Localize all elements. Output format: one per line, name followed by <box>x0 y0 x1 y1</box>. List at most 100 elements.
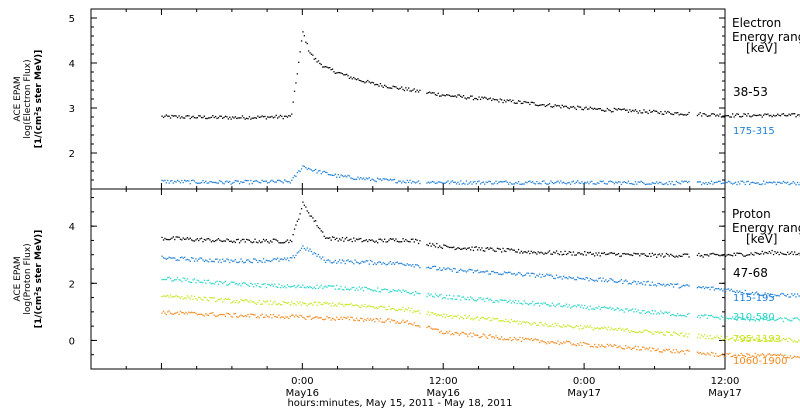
data-point <box>512 99 514 101</box>
data-point <box>365 260 367 262</box>
data-point <box>393 86 396 88</box>
data-point <box>217 261 220 263</box>
data-point <box>798 295 800 297</box>
data-point <box>262 258 265 260</box>
data-point <box>630 330 632 332</box>
data-point <box>289 315 291 318</box>
data-point <box>772 353 775 356</box>
data-point <box>708 115 710 117</box>
data-point <box>546 343 548 345</box>
data-point <box>537 251 539 253</box>
data-point <box>207 314 210 316</box>
data-point <box>674 332 676 334</box>
data-point <box>603 326 606 328</box>
data-point <box>740 116 742 118</box>
data-point <box>440 314 442 316</box>
data-point <box>331 285 334 287</box>
data-point <box>602 345 604 347</box>
x-tick-label-time: 12:00 <box>429 376 458 387</box>
data-point <box>247 300 249 302</box>
data-point <box>384 288 386 290</box>
data-point <box>749 183 751 185</box>
data-point <box>654 253 656 255</box>
data-point <box>455 183 458 185</box>
data-point <box>475 316 477 319</box>
data-point <box>182 277 184 279</box>
data-point <box>595 346 597 348</box>
data-point <box>243 300 245 302</box>
data-point <box>465 333 468 335</box>
series-175-315 <box>161 165 800 186</box>
data-point <box>579 325 582 327</box>
data-point <box>465 271 468 273</box>
data-point <box>615 108 617 110</box>
data-point <box>682 181 684 183</box>
data-point <box>478 247 480 249</box>
data-point <box>386 308 389 311</box>
data-point <box>665 182 668 184</box>
data-point <box>257 115 259 117</box>
data-point <box>279 258 282 260</box>
data-point <box>675 333 677 335</box>
data-point <box>682 114 684 116</box>
data-point <box>524 101 527 103</box>
data-point <box>432 328 434 330</box>
data-point <box>640 312 642 314</box>
data-point <box>626 182 628 184</box>
data-point <box>282 300 284 303</box>
data-point <box>546 304 548 306</box>
data-point <box>302 302 304 304</box>
data-point <box>450 298 452 300</box>
data-point <box>561 306 563 308</box>
data-point <box>175 278 177 281</box>
data-point <box>322 171 324 173</box>
data-point <box>453 295 455 297</box>
data-point <box>570 251 572 253</box>
data-point <box>513 320 515 322</box>
data-point <box>495 335 497 337</box>
data-point <box>364 286 366 288</box>
data-point <box>377 307 379 310</box>
data-point <box>364 179 366 181</box>
data-point <box>560 326 562 328</box>
data-point <box>529 252 531 255</box>
data-point <box>171 237 173 239</box>
data-point <box>210 260 213 263</box>
data-point <box>729 181 731 183</box>
data-point <box>774 354 776 356</box>
data-point <box>519 272 521 274</box>
data-point <box>639 312 641 314</box>
data-point <box>316 255 318 257</box>
data-point <box>417 180 420 182</box>
data-point <box>730 288 732 290</box>
data-point <box>371 260 373 263</box>
data-point <box>644 254 646 256</box>
data-point <box>443 333 445 335</box>
data-point <box>410 182 413 184</box>
data-point <box>274 116 276 118</box>
data-point <box>502 339 504 341</box>
data-point <box>539 305 541 307</box>
data-point <box>703 254 706 256</box>
data-point <box>416 89 418 91</box>
data-point <box>357 261 359 264</box>
data-point <box>540 322 542 324</box>
data-point <box>782 320 785 323</box>
data-point <box>223 240 225 242</box>
data-points <box>161 31 800 360</box>
data-point <box>262 300 265 302</box>
data-point <box>750 116 752 118</box>
data-point <box>657 331 659 333</box>
data-point <box>265 300 267 303</box>
data-point <box>405 182 407 184</box>
data-point <box>399 87 401 90</box>
data-point <box>615 181 617 183</box>
data-point <box>547 183 549 185</box>
data-point <box>503 299 506 301</box>
data-point <box>489 334 491 336</box>
data-point <box>360 288 362 290</box>
data-point <box>599 108 601 110</box>
data-point <box>508 339 510 341</box>
data-point <box>541 104 544 106</box>
data-point <box>457 181 459 183</box>
